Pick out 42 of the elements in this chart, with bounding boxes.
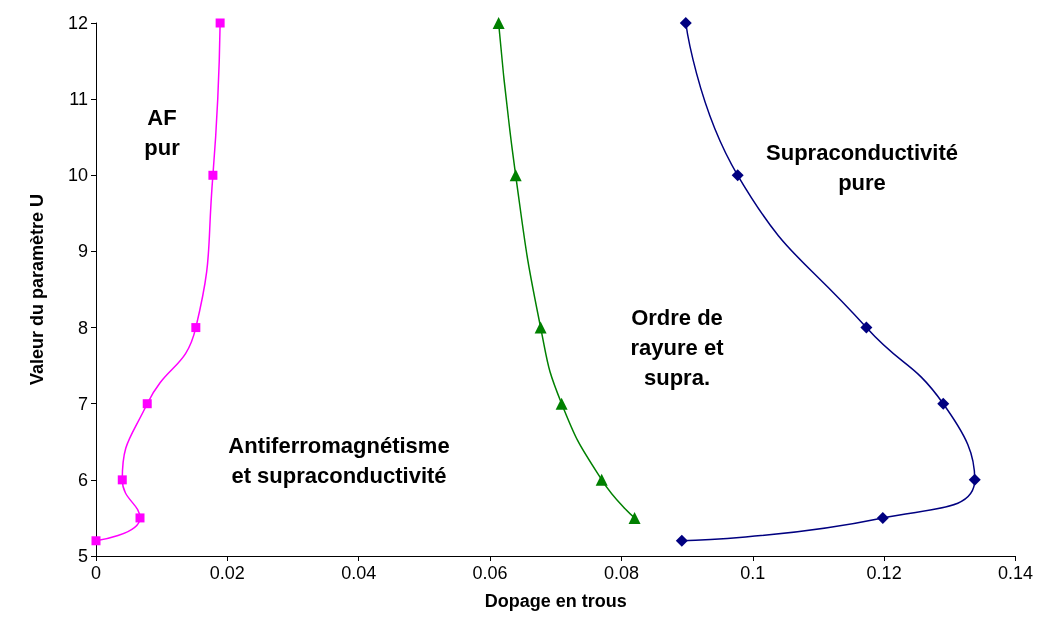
annotation: Antiferromagnétisme et supraconductivité	[228, 432, 450, 488]
point	[91, 536, 101, 546]
point	[555, 397, 568, 410]
x-tick-label: 0.06	[472, 563, 508, 583]
point	[135, 513, 145, 523]
point	[117, 475, 127, 485]
x-tick-label: 0	[90, 563, 102, 583]
y-tick-label: 12	[67, 13, 88, 33]
point	[509, 169, 522, 182]
x-tick-label: 0.14	[997, 563, 1034, 583]
y-tick-label: 8	[77, 317, 88, 338]
point	[628, 511, 641, 524]
point	[679, 17, 692, 29]
x-tick-label: 0.12	[866, 563, 902, 583]
x-tick-label: 0.04	[341, 563, 377, 583]
point	[876, 511, 889, 524]
point	[492, 17, 505, 29]
annotation: Supraconductivité pure	[766, 139, 958, 195]
annotation: Ordre de rayure et supra.	[630, 304, 725, 390]
y-axis-title: Valeur du paramètre U	[27, 193, 47, 386]
point	[860, 321, 873, 334]
x-axis-title: Dopage en trous	[484, 591, 627, 611]
point	[191, 323, 201, 333]
point	[731, 169, 744, 182]
y-tick-label: 7	[77, 393, 88, 414]
point	[937, 397, 950, 410]
point	[208, 170, 218, 180]
y-tick-label: 10	[67, 165, 88, 186]
y-tick-label: 11	[69, 89, 88, 110]
y-tick-label: 6	[77, 469, 88, 490]
point	[968, 473, 981, 486]
point	[595, 473, 608, 486]
x-tick-label: 0.02	[209, 563, 245, 583]
point	[215, 18, 225, 28]
point	[534, 321, 547, 334]
y-tick-label: 5	[77, 546, 88, 566]
x-tick-label: 0.1	[740, 563, 766, 583]
x-tick-label: 0.08	[603, 563, 639, 583]
y-tick-label: 9	[77, 241, 88, 262]
annotation: AF pur	[144, 104, 181, 160]
point	[142, 399, 152, 409]
point	[675, 534, 688, 547]
